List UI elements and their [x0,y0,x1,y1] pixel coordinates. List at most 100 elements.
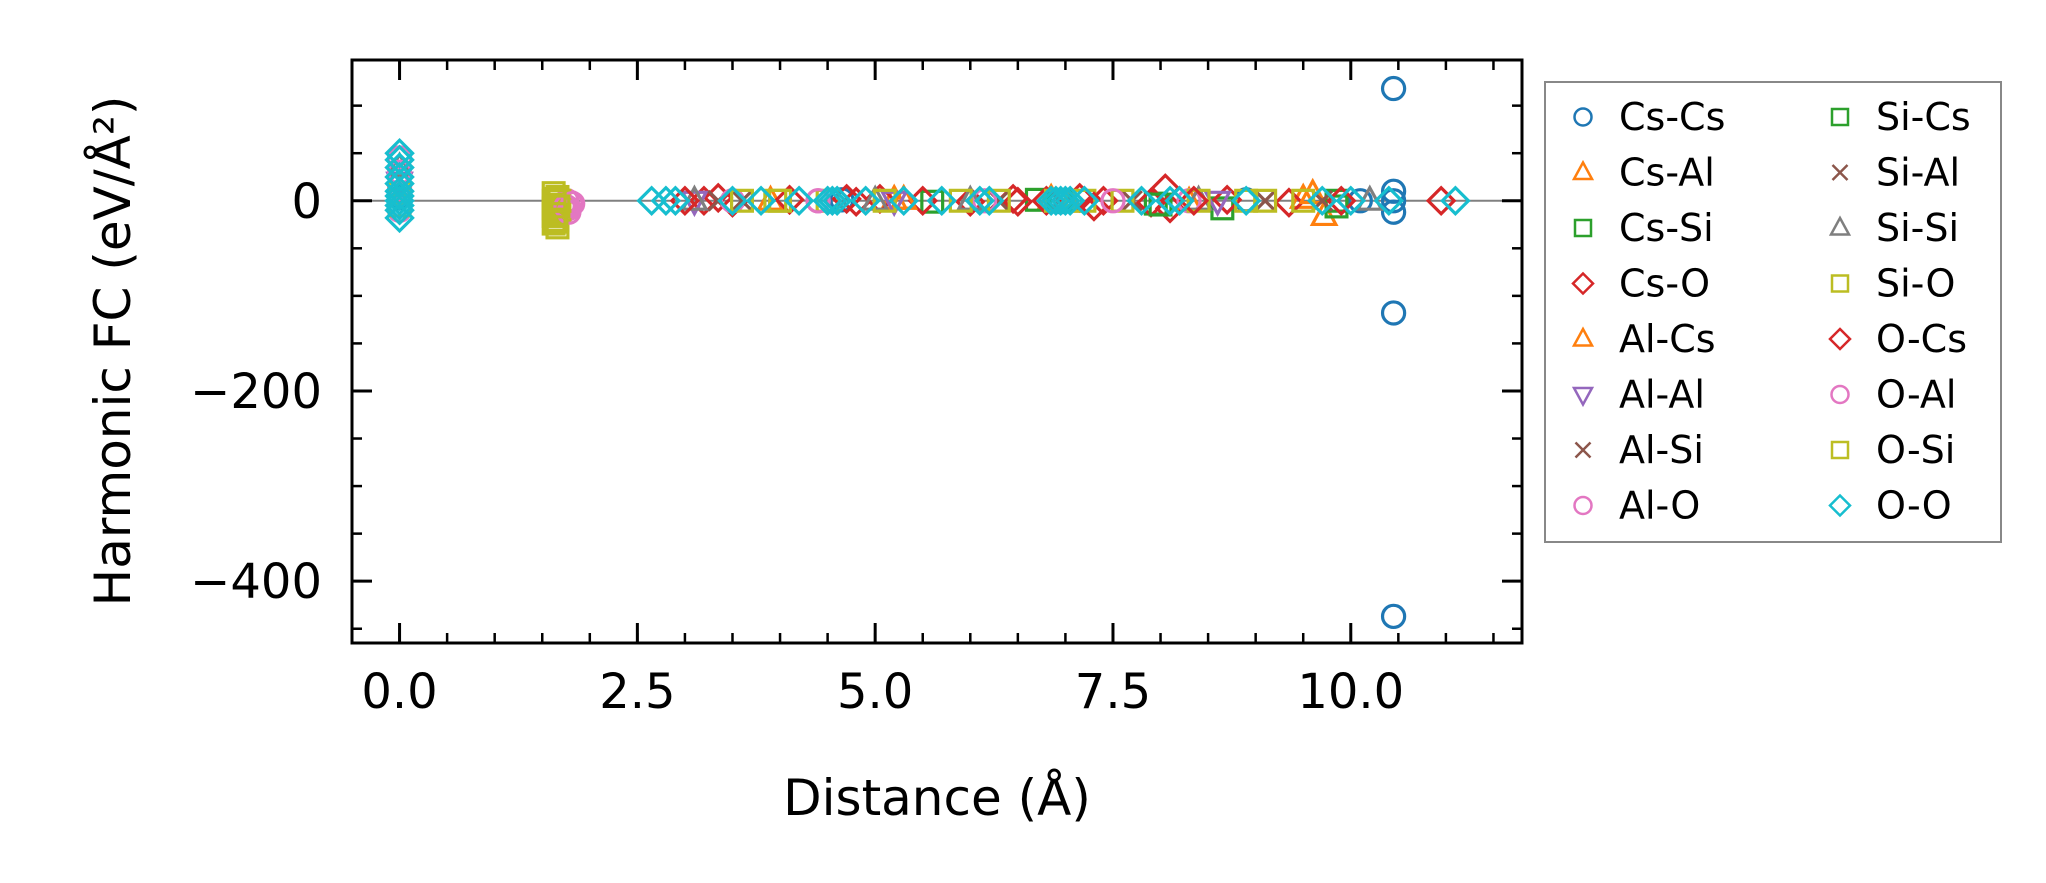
data-point [1069,185,1100,217]
data-point [1203,190,1233,218]
y-axis-label: Harmonic FC (eV/Å²) [84,96,142,607]
data-point [1373,185,1405,217]
legend-item: O-Cs [1828,317,1967,361]
data-point [805,188,831,214]
data-point [1306,185,1338,217]
x-tick-label: 7.5 [1075,664,1151,720]
data-point [1355,184,1385,211]
legend-item: Al-Si [1574,428,1704,472]
legend-item: Cs-O [1571,262,1710,306]
data-point [1100,188,1126,214]
data-point [821,185,853,217]
data-point [1291,188,1316,213]
data-point [1230,185,1262,217]
legend-marker [1571,159,1595,181]
data-point [384,180,415,212]
data-point [1380,300,1407,326]
legend-marker [1830,107,1850,127]
legend-item: Cs-Al [1571,151,1715,195]
data-point [542,202,567,227]
legend-marker [1571,326,1595,347]
data-point [1110,188,1135,213]
legend-label: Cs-Cs [1619,95,1725,139]
x-tick-label: 10.0 [1297,664,1404,720]
legend-item: Al-Al [1571,373,1705,417]
axes-frame [350,58,1524,645]
legend-marker [1831,164,1849,181]
legend-marker [1573,495,1593,516]
data-point [1234,188,1259,213]
legend: Cs-Cs Cs-Al Cs-Si Cs-O Al-Cs Al-Al Al-Si Al-O Si… [1544,81,2002,543]
legend-marker [1571,271,1595,296]
legend-item: O-O [1828,484,1952,528]
legend-marker [1573,107,1593,127]
y-tick-label: −200 [190,364,322,420]
data-point [1154,185,1186,217]
x-axis-label: Distance (Å) [783,769,1091,827]
y-tick-label: 0 [291,174,322,230]
data-point [384,195,415,226]
data-point [948,188,973,213]
legend-item: Si-Al [1831,151,1960,195]
legend-label: O-Al [1876,373,1956,417]
data-point [1254,189,1277,212]
data-point [650,185,682,217]
legend-marker [1830,384,1850,405]
legend-label: Cs-Al [1619,151,1715,195]
legend-marker [1828,327,1852,351]
x-tick-label: 2.5 [599,664,675,720]
legend-label: Al-Cs [1619,317,1716,361]
data-point [1164,185,1195,217]
legend-item: Al-O [1573,484,1700,528]
legend-marker [1828,215,1852,236]
data-point [812,185,843,217]
legend-label: Cs-Si [1619,206,1714,250]
data-point [1335,185,1367,217]
data-point [1126,185,1157,217]
data-point [636,185,667,217]
data-point [1045,185,1076,217]
legend-label: O-O [1876,484,1952,528]
y-tick-label: −400 [190,554,322,610]
legend-label: Si-Cs [1876,95,1971,139]
data-point [1040,185,1072,217]
data-point [546,194,571,219]
series-o-o [384,137,1471,234]
legend-frame [1544,81,2002,543]
legend-marker [1828,493,1852,518]
data-point [544,209,569,234]
data-point [384,190,415,221]
legend-item: Cs-Si [1573,206,1714,250]
legend-item: Si-Cs [1830,95,1971,139]
data-point [971,188,998,214]
data-point [1178,185,1210,217]
legend-label: O-Si [1876,428,1955,472]
data-point [1380,603,1407,630]
data-point [660,185,691,217]
data-point [926,185,958,217]
data-point [1273,187,1305,218]
legend-label: Si-Si [1876,206,1959,250]
legend-item: O-Al [1830,373,1956,417]
data-point [1380,75,1407,102]
legend-label: Si-O [1876,262,1955,306]
data-point [986,188,1011,213]
axis-ticks: 0.0 2.5 5.0 7.5 10.0 0 −200 −400 [190,60,1522,720]
data-point [1347,188,1373,214]
legend-item: Si-O [1830,262,1955,306]
data-point [974,185,1005,217]
data-point [680,190,709,218]
data-point [680,184,709,211]
data-point [745,185,777,217]
data-point [1425,185,1457,217]
data-point [888,185,919,217]
legend-label: O-Cs [1876,317,1967,361]
data-point [731,189,753,212]
data-point [964,185,996,217]
data-point [850,185,881,217]
legend-marker [1573,218,1593,238]
data-point [1054,185,1086,217]
data-point [889,183,919,210]
data-point [384,185,415,217]
